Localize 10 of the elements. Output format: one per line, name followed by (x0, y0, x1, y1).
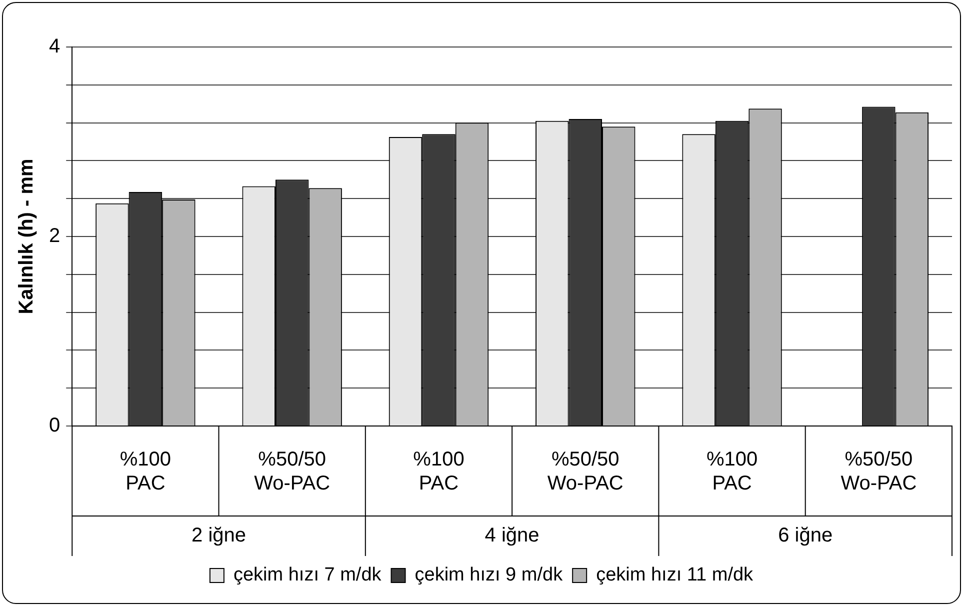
y-tick-label: 0 (49, 414, 60, 437)
text: 2 iğne (192, 524, 246, 547)
legend-label: çekim hızı 9 m/dk (414, 564, 564, 586)
text: 6 iğne (778, 524, 833, 547)
text: 4 iğne (484, 524, 540, 547)
y-axis-title: Kalınlık (h) - mm (16, 158, 38, 314)
legend-label: çekim hızı 7 m/dk (233, 564, 382, 586)
legend-label: çekim hızı 11 m/dk (596, 564, 754, 586)
y-tick-label: 4 (49, 36, 60, 58)
y-tick-label: 2 (49, 225, 60, 248)
